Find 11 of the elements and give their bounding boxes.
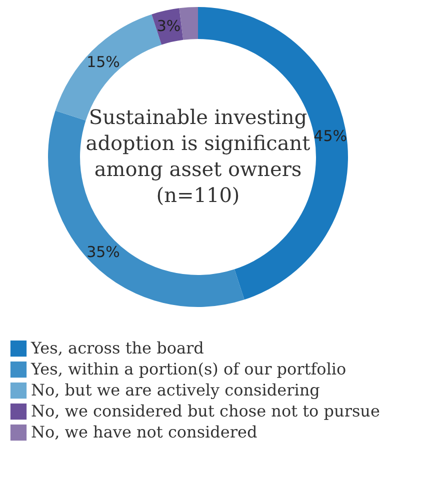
legend-label: Yes, within a portion(s) of our portfolio — [30, 360, 346, 378]
legend-label: Yes, across the board — [30, 338, 204, 358]
legend-label: No, but we are actively considering — [31, 380, 320, 400]
text: Sustainable investing adoption is significant among asset owners (n=110) — [86, 105, 310, 207]
data-label: 45% — [314, 127, 348, 146]
donut-slice — [179, 7, 198, 40]
data-label: 15% — [86, 53, 120, 72]
legend-label: No, we have not considered — [31, 422, 258, 442]
legend-label: No, we considered but chose not to pursue — [31, 402, 380, 420]
data-label: 35% — [86, 242, 120, 261]
data-label: 3% — [156, 17, 181, 36]
